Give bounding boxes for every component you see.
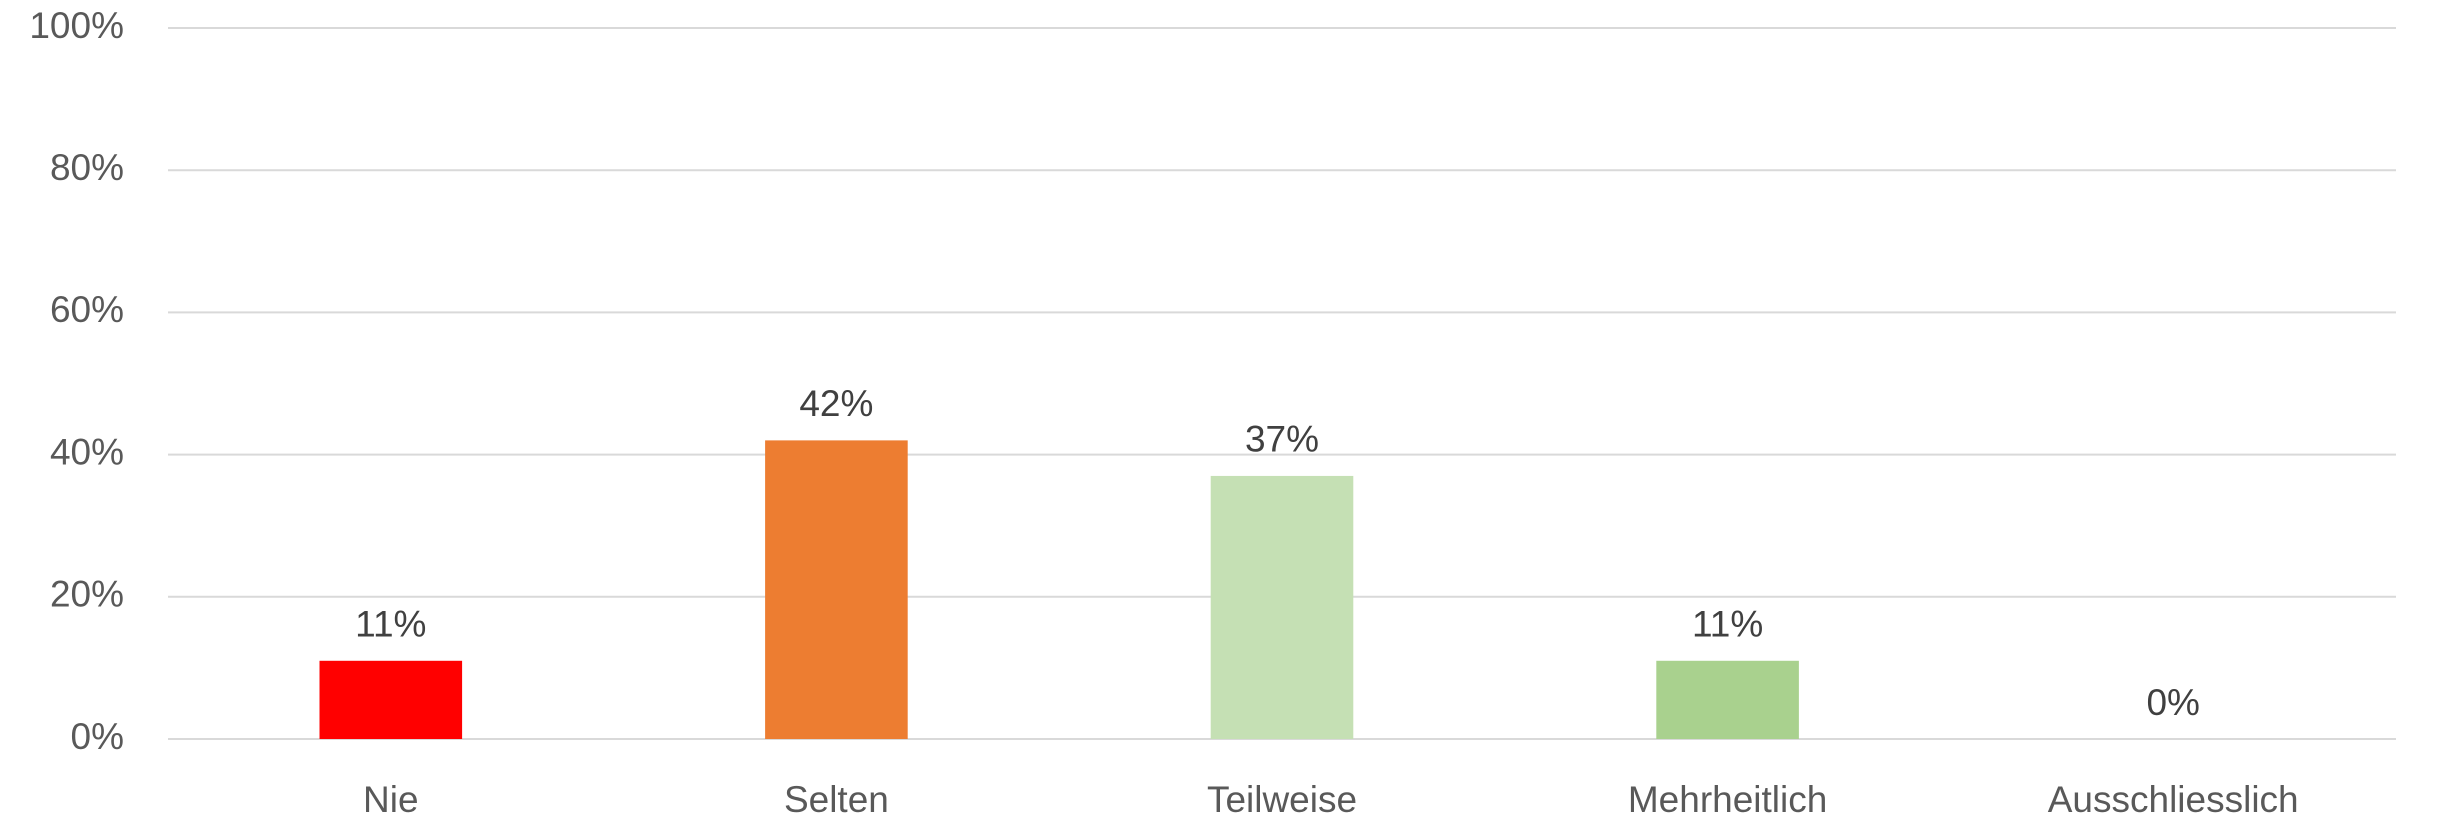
x-tick-label: Mehrheitlich bbox=[1628, 779, 1827, 820]
x-tick-label: Nie bbox=[363, 779, 419, 820]
x-tick-label: Ausschliesslich bbox=[2048, 779, 2299, 820]
y-tick-label: 60% bbox=[50, 289, 124, 330]
y-tick-label: 80% bbox=[50, 147, 124, 188]
value-label: 11% bbox=[355, 604, 426, 645]
bar bbox=[765, 440, 908, 739]
value-label: 37% bbox=[1245, 419, 1319, 460]
y-tick-label: 100% bbox=[29, 5, 124, 46]
bar bbox=[1656, 660, 1799, 739]
x-tick-label: Teilweise bbox=[1207, 779, 1357, 820]
bar bbox=[319, 660, 463, 739]
y-tick-label: 0% bbox=[71, 716, 124, 757]
bar bbox=[1210, 475, 1354, 739]
y-tick-label: 20% bbox=[50, 574, 124, 615]
value-label: 11% bbox=[1692, 604, 1763, 645]
y-tick-label: 40% bbox=[50, 431, 124, 472]
value-label: 42% bbox=[799, 383, 873, 424]
value-label: 0% bbox=[2146, 682, 2199, 723]
x-tick-label: Selten bbox=[784, 779, 889, 820]
